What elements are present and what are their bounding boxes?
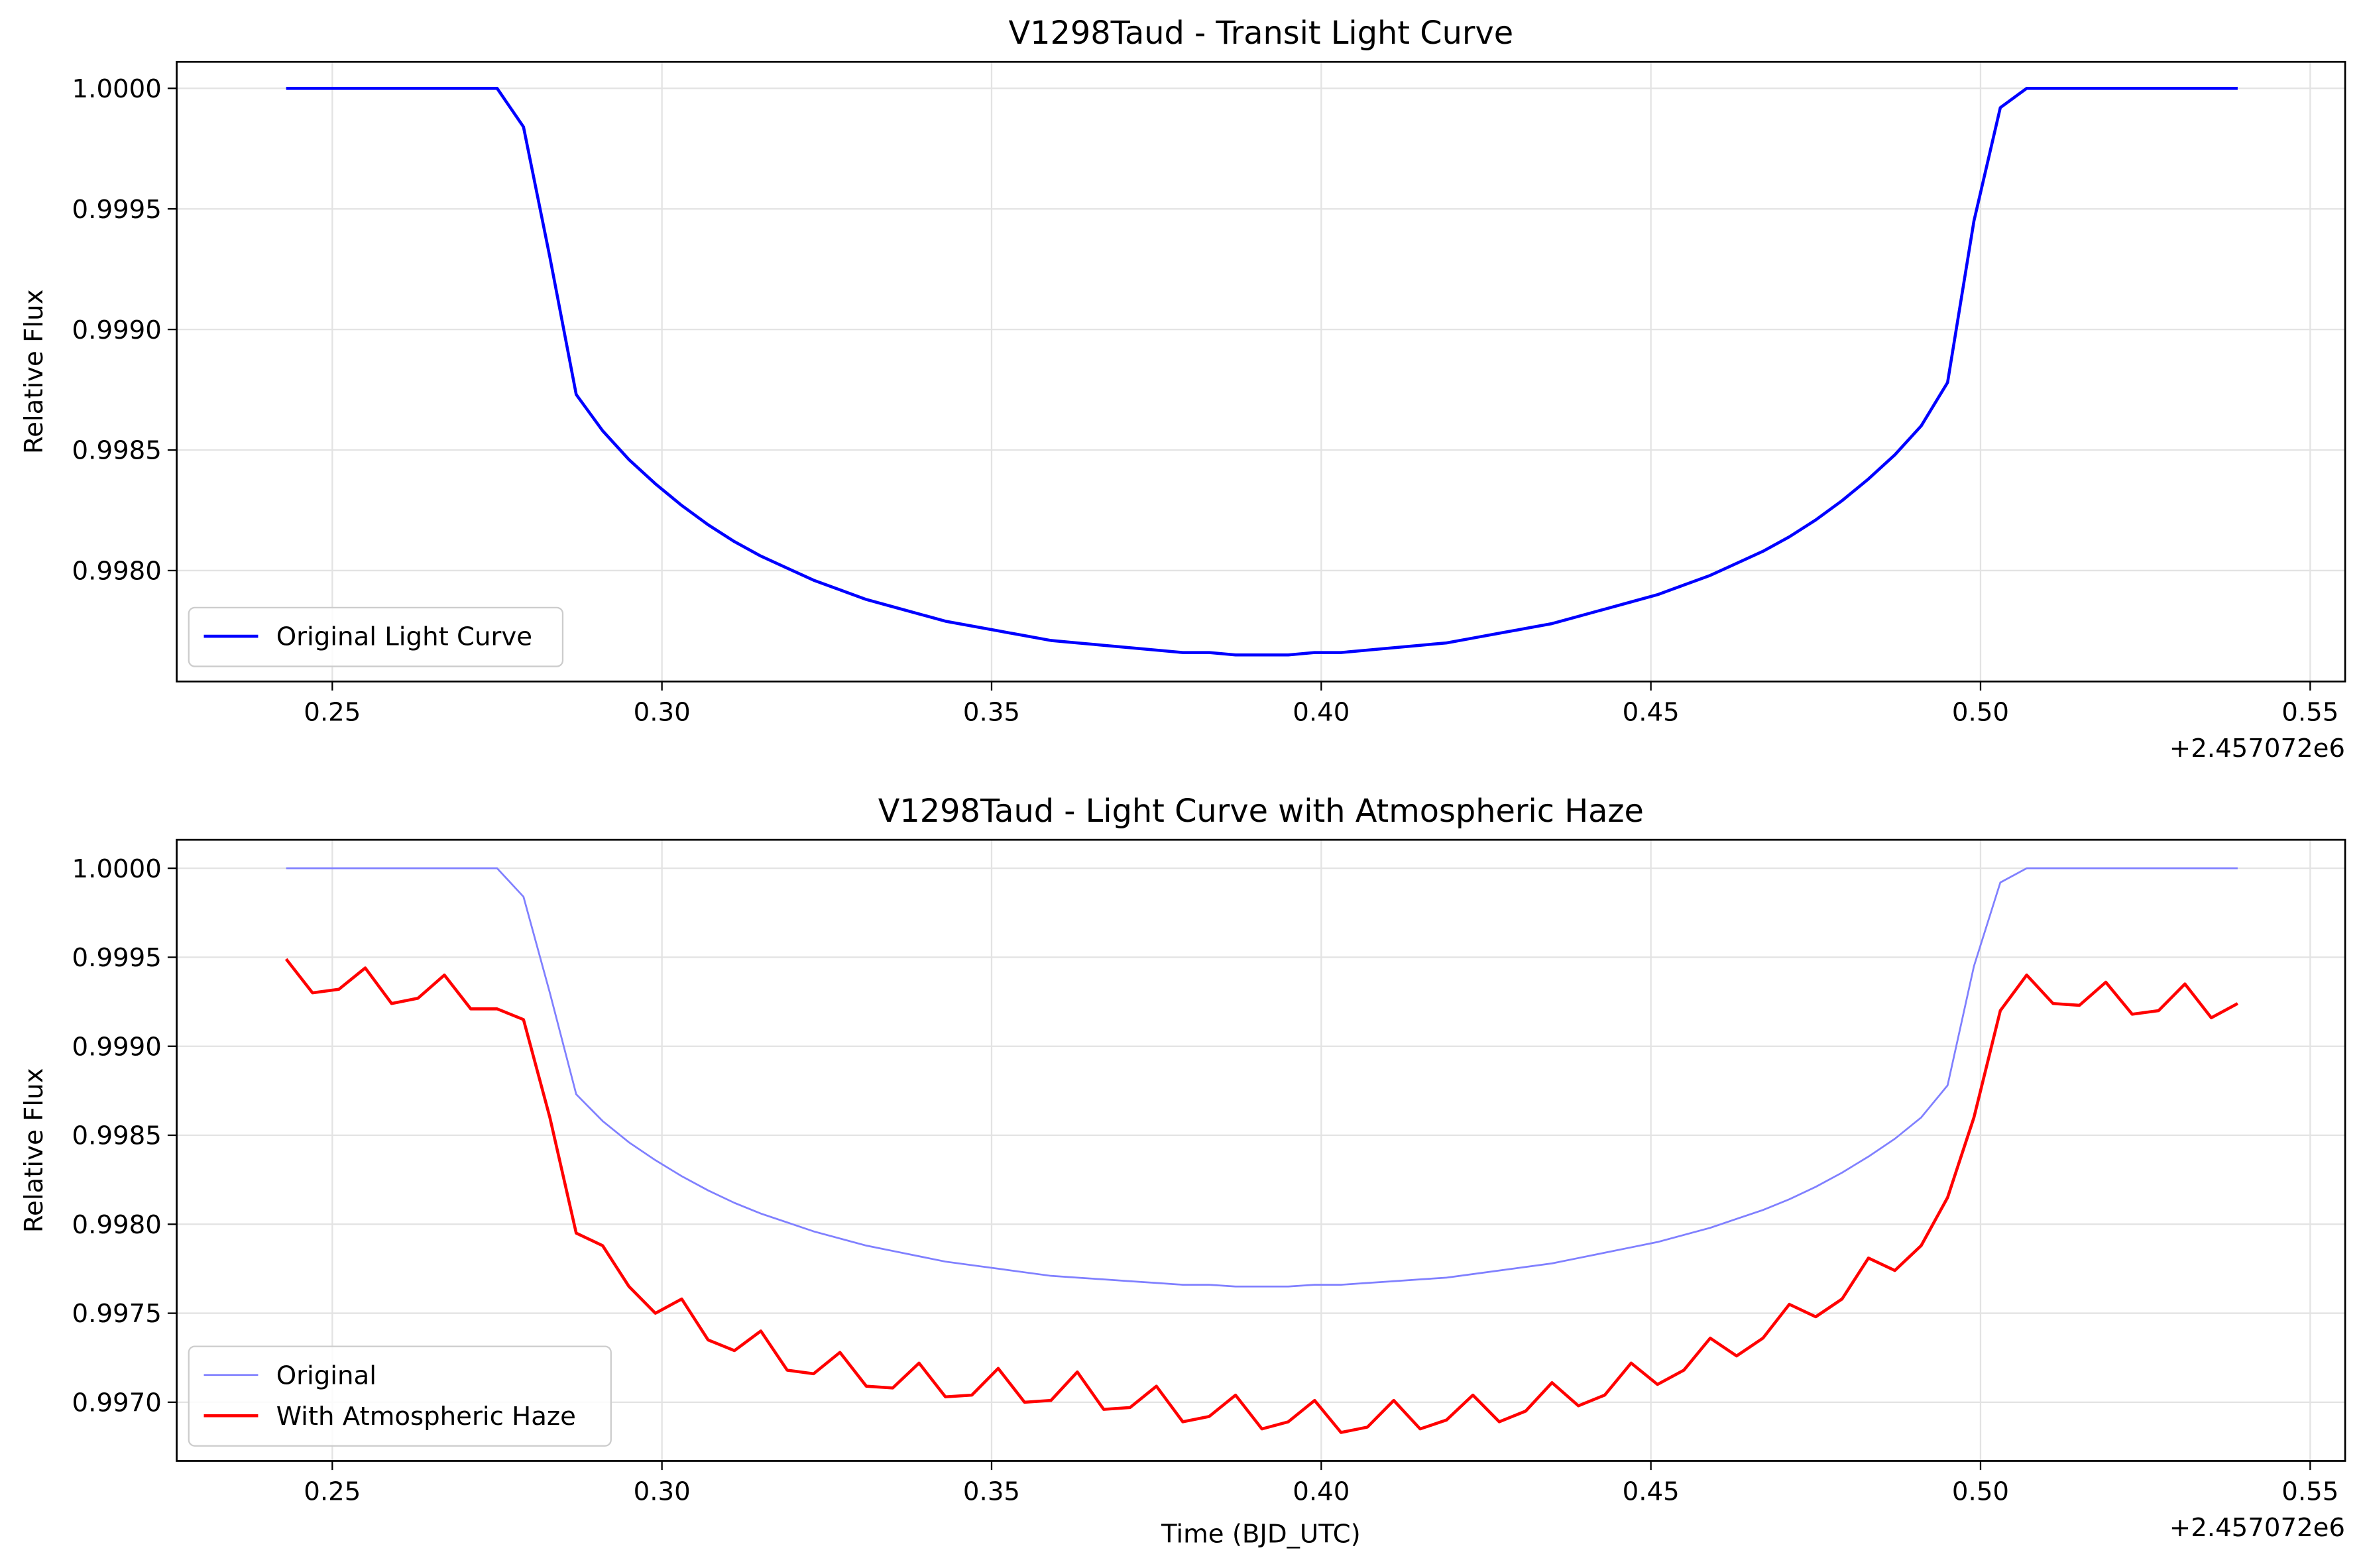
x-tick-label: 0.35	[963, 697, 1020, 727]
y-tick-label: 0.9995	[72, 195, 162, 225]
chart-title: V1298Taud - Transit Light Curve	[1008, 15, 1513, 52]
data-line	[286, 87, 2238, 657]
y-tick-label: 0.9970	[72, 1388, 162, 1418]
x-tick-label: 0.55	[2281, 1477, 2338, 1507]
x-tick-label: 0.50	[1952, 1477, 2009, 1507]
x-offset-label: +2.457072e6	[2169, 1513, 2345, 1543]
x-tick-label: 0.45	[1623, 1477, 1680, 1507]
legend-box	[188, 1345, 612, 1447]
y-tick-label: 0.9995	[72, 943, 162, 973]
x-tick-label: 0.30	[634, 697, 691, 727]
legend-label: With Atmospheric Haze	[276, 1402, 576, 1431]
data-line	[286, 867, 2238, 1288]
x-tick-label: 0.35	[963, 1477, 1020, 1507]
x-tick-label: 0.45	[1623, 697, 1680, 727]
legend-label: Original	[276, 1361, 376, 1390]
axes-frame	[176, 838, 2346, 1462]
chart-title: V1298Taud - Light Curve with Atmospheric…	[878, 793, 1644, 830]
y-tick-label: 0.9980	[72, 557, 162, 587]
y-tick-label: 0.9990	[72, 315, 162, 345]
y-tick-label: 0.9980	[72, 1210, 162, 1240]
x-tick-label: 0.55	[2281, 697, 2338, 727]
x-tick-label: 0.25	[304, 697, 361, 727]
legend-box	[188, 606, 564, 667]
x-tick-label: 0.25	[304, 1477, 361, 1507]
y-tick-label: 0.9975	[72, 1299, 162, 1329]
y-axis-label: Relative Flux	[19, 1068, 49, 1233]
y-tick-label: 0.9990	[72, 1032, 162, 1062]
data-line	[284, 958, 2238, 1434]
axes-frame	[176, 60, 2346, 683]
y-axis-label: Relative Flux	[19, 290, 49, 455]
x-tick-label: 0.40	[1293, 1477, 1350, 1507]
x-tick-label: 0.50	[1952, 697, 2009, 727]
x-axis-label: Time (BJD_UTC)	[1161, 1519, 1361, 1549]
y-tick-label: 0.9985	[72, 1121, 162, 1151]
y-tick-label: 0.9985	[72, 436, 162, 466]
x-offset-label: +2.457072e6	[2169, 734, 2345, 763]
legend-label: Original Light Curve	[276, 622, 532, 652]
x-tick-label: 0.40	[1293, 697, 1350, 727]
y-tick-label: 1.0000	[72, 74, 162, 104]
x-tick-label: 0.30	[634, 1477, 691, 1507]
y-tick-label: 1.0000	[72, 854, 162, 884]
